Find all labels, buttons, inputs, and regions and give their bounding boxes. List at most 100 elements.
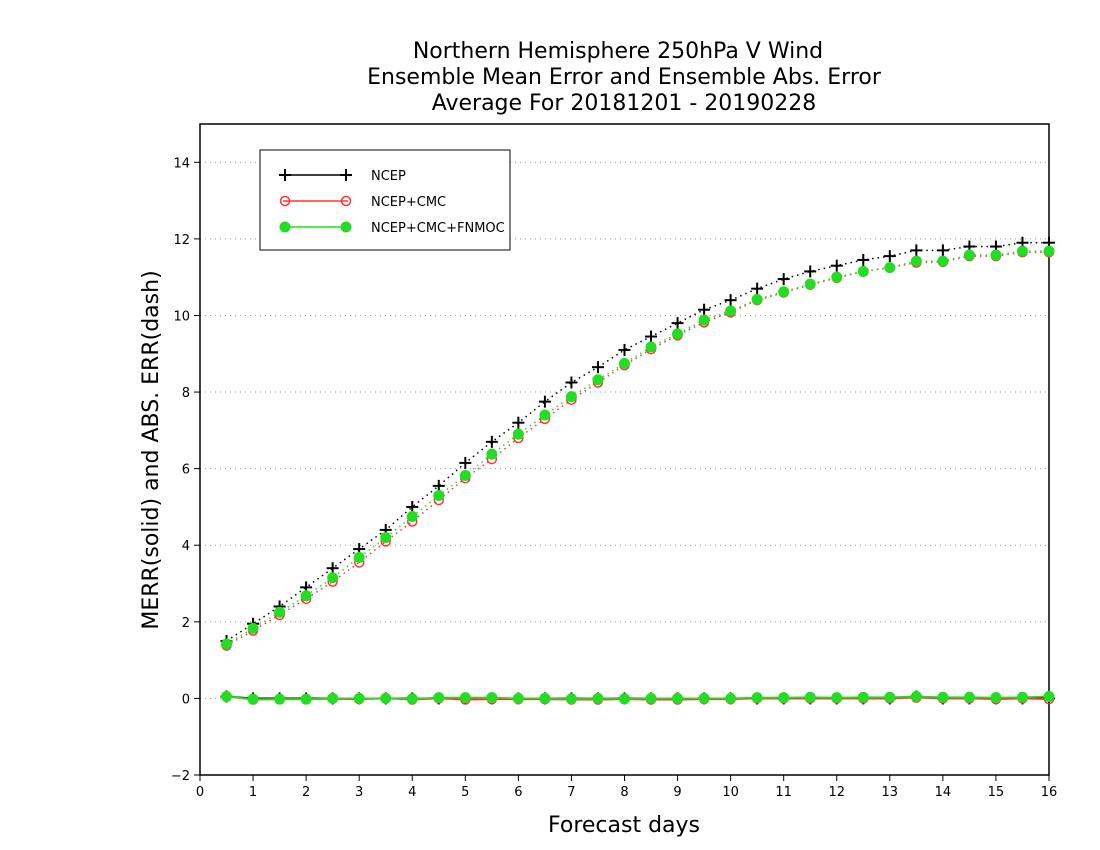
abs-err-point bbox=[937, 255, 949, 267]
abs-err-point bbox=[459, 456, 472, 469]
mean-err-point bbox=[857, 691, 869, 703]
mean-err-point bbox=[274, 693, 286, 705]
y-tick-label: 8 bbox=[182, 386, 190, 401]
abs-err-point bbox=[777, 273, 790, 286]
abs-err-point bbox=[857, 265, 869, 277]
abs-err-point bbox=[1043, 245, 1055, 257]
y-tick-label: 2 bbox=[182, 616, 190, 631]
legend-marker-end bbox=[340, 169, 352, 181]
x-tick-label: 1 bbox=[249, 785, 257, 800]
series-ncep-cmc-fnmoc bbox=[221, 245, 1055, 705]
legend: NCEP NCEP+CMC NCEP+CMC+FNMOC bbox=[259, 149, 511, 251]
abs-err-point bbox=[619, 357, 630, 369]
x-tick-label: 13 bbox=[882, 785, 899, 800]
abs-err-point bbox=[751, 282, 764, 295]
abs-err-point bbox=[274, 606, 286, 618]
abs-err-point bbox=[645, 330, 658, 343]
mean-err-point bbox=[512, 692, 524, 704]
x-tick-label: 10 bbox=[722, 785, 739, 800]
x-tick-label: 11 bbox=[775, 785, 792, 800]
abs-err-point bbox=[804, 265, 817, 278]
abs-err-point bbox=[884, 262, 896, 274]
mean-err-point bbox=[327, 692, 339, 704]
abs-err-point bbox=[910, 244, 923, 257]
mean-err-point bbox=[300, 693, 312, 705]
legend-box bbox=[259, 149, 511, 251]
abs-err-point bbox=[432, 479, 445, 492]
series-ncep bbox=[220, 236, 1055, 705]
x-tick-label: 7 bbox=[567, 785, 575, 800]
abs-err-point bbox=[406, 500, 419, 513]
x-tick-label: 0 bbox=[196, 785, 204, 800]
mean-err-point bbox=[486, 692, 498, 704]
title-line-3: Average For 20181201 - 20190228 bbox=[432, 91, 817, 116]
abs-err-point bbox=[1016, 245, 1028, 257]
abs-err-point bbox=[565, 391, 577, 403]
x-tick-label: 15 bbox=[988, 785, 1005, 800]
mean-err-point bbox=[937, 691, 949, 703]
y-tick-label: 4 bbox=[182, 539, 190, 554]
abs-err-point bbox=[486, 448, 498, 460]
x-tick-label: 2 bbox=[302, 785, 310, 800]
legend-label: NCEP bbox=[371, 169, 406, 184]
x-tick-label: 16 bbox=[1041, 785, 1058, 800]
mean-err-point bbox=[619, 693, 630, 705]
abs-err-point bbox=[698, 314, 710, 326]
abs-err-point bbox=[406, 511, 418, 523]
abs-err-point bbox=[327, 572, 339, 584]
abs-err-point bbox=[247, 622, 259, 634]
legend-entry: NCEP bbox=[279, 169, 406, 184]
mean-err-point bbox=[539, 692, 551, 704]
mean-err-point bbox=[1043, 690, 1055, 702]
mean-err-point bbox=[725, 692, 737, 704]
abs-err-line bbox=[226, 250, 1049, 645]
legend-marker-start bbox=[279, 169, 291, 181]
abs-err-point bbox=[353, 551, 365, 563]
abs-err-point bbox=[698, 303, 711, 316]
mean-err-point bbox=[751, 692, 763, 704]
y-tick-label: 10 bbox=[173, 309, 190, 324]
abs-err-point bbox=[725, 305, 737, 317]
x-tick-label: 8 bbox=[620, 785, 628, 800]
abs-err-point bbox=[831, 271, 843, 283]
x-tick-label: 4 bbox=[408, 785, 416, 800]
abs-err-point bbox=[671, 317, 684, 330]
legend-entry: NCEP+CMC bbox=[279, 195, 446, 210]
y-tick-label: 12 bbox=[173, 233, 190, 248]
abs-err-point bbox=[592, 374, 604, 386]
mean-err-point bbox=[459, 692, 471, 704]
title-line-2: Ensemble Mean Error and Ensemble Abs. Er… bbox=[367, 65, 882, 90]
x-axis-label: Forecast days bbox=[548, 813, 700, 838]
abs-err-point bbox=[539, 409, 551, 421]
abs-err-point bbox=[883, 250, 896, 263]
mean-err-point bbox=[645, 692, 657, 704]
abs-err-point bbox=[565, 376, 578, 389]
y-tick-label: 6 bbox=[182, 463, 190, 478]
abs-err-point bbox=[221, 638, 233, 650]
abs-err-point bbox=[512, 428, 524, 440]
abs-err-point bbox=[778, 286, 790, 298]
legend-marker-end bbox=[340, 221, 352, 233]
legend-label: NCEP+CMC bbox=[371, 195, 446, 210]
abs-err-line bbox=[226, 241, 1049, 642]
x-tick-label: 6 bbox=[514, 785, 522, 800]
mean-err-point bbox=[963, 691, 975, 703]
abs-err-point bbox=[433, 489, 445, 501]
abs-err-point bbox=[804, 278, 816, 290]
mean-err-point bbox=[698, 692, 710, 704]
abs-err-point bbox=[326, 562, 339, 575]
series-ncep-cmc bbox=[221, 247, 1055, 705]
mean-err-point bbox=[353, 692, 365, 704]
legend-marker-start bbox=[279, 195, 291, 207]
abs-err-point bbox=[751, 293, 763, 305]
abs-err-point bbox=[936, 244, 949, 257]
mean-err-point bbox=[990, 692, 1002, 704]
y-tick-label: 14 bbox=[173, 156, 190, 171]
mean-err-point bbox=[592, 692, 604, 704]
abs-err-point bbox=[910, 255, 922, 267]
legend-marker-start bbox=[279, 221, 291, 233]
mean-err-point bbox=[380, 692, 392, 704]
mean-err-point bbox=[247, 693, 259, 705]
